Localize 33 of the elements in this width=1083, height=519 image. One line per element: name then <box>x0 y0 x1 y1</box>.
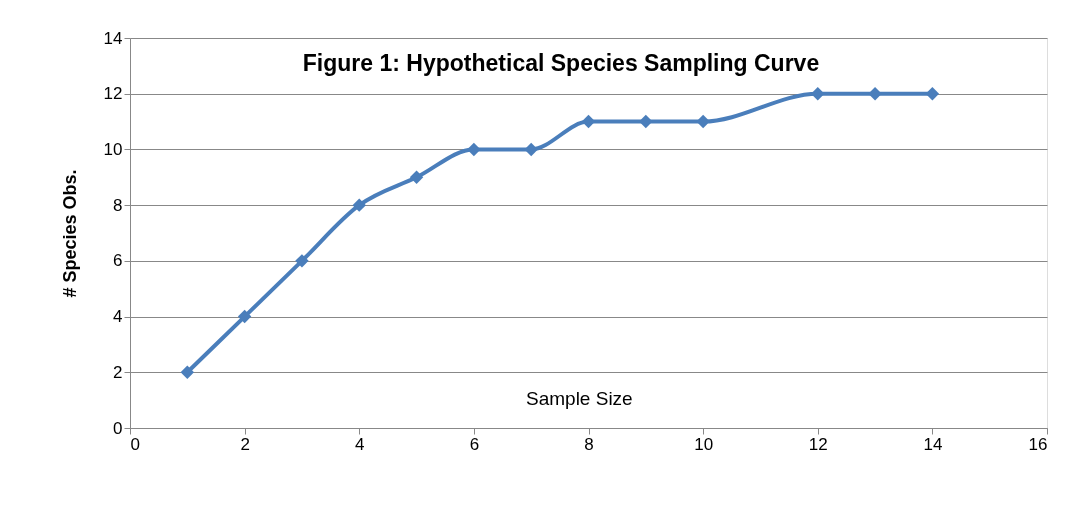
point <box>639 114 653 129</box>
point <box>524 142 538 157</box>
y-tick-label: 2 <box>113 362 123 382</box>
point <box>696 114 710 129</box>
y-tick-label: 12 <box>103 84 123 104</box>
y-tick-label: 10 <box>103 139 123 159</box>
y-tick-label: 14 <box>103 28 123 48</box>
point <box>409 170 424 184</box>
point <box>925 87 940 101</box>
x-tick-label: 2 <box>240 434 250 454</box>
point <box>868 87 882 101</box>
y-tick-label: 4 <box>113 307 123 327</box>
x-tick-label: 4 <box>355 434 365 454</box>
y-tick-label: 8 <box>113 195 123 215</box>
point <box>180 365 195 379</box>
point <box>811 87 825 101</box>
y-axis-title: # Species Obs. <box>59 169 80 298</box>
point <box>581 114 596 129</box>
text: Figure 1: Hypothetical Species Sampling Curve <box>302 50 820 76</box>
x-tick-label: 16 <box>1028 434 1048 454</box>
x-tick-label: 10 <box>694 434 714 454</box>
x-tick-label: 6 <box>469 434 480 454</box>
x-tick-label: 0 <box>130 434 140 454</box>
x-axis-title: Sample Size <box>525 388 633 409</box>
x-tick-label: 14 <box>923 434 943 454</box>
point <box>295 254 309 268</box>
point <box>237 309 252 324</box>
x-tick-label: 8 <box>584 434 594 454</box>
point <box>467 142 481 157</box>
y-tick-label: 6 <box>113 251 123 271</box>
point <box>352 198 366 212</box>
x-tick-label: 12 <box>808 434 828 454</box>
y-tick-label: 0 <box>113 418 123 438</box>
